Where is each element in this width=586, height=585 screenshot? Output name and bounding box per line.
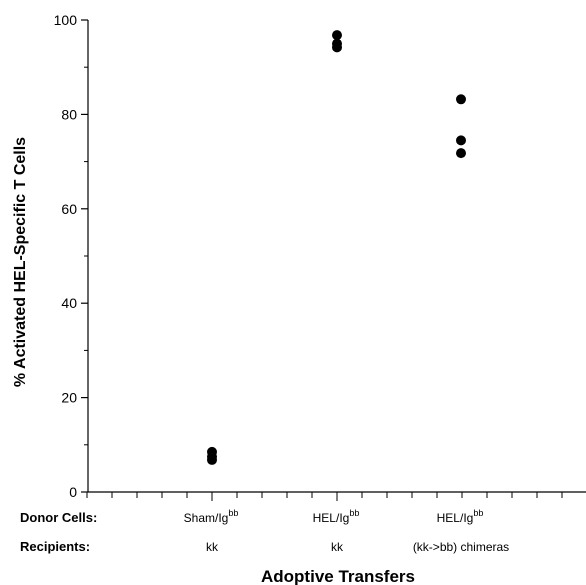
y-axis-title: % Activated HEL-Specific T Cells [12,137,29,387]
recipient-label: kk [206,540,219,554]
data-point [456,94,466,105]
x-axis-title: Adoptive Transfers [261,567,415,585]
y-tick-label: 80 [61,106,77,122]
x-axis [86,491,586,501]
y-axis: 0 20 40 60 80 100 [54,12,89,500]
recipients-row-header: Recipients: [20,539,90,554]
data-point [332,42,342,53]
y-tick-label: 20 [61,390,77,406]
donor-label: HEL/Igbb [313,508,360,525]
donor-label: HEL/Igbb [437,508,484,525]
recipient-label: (kk->bb) chimeras [413,540,509,554]
donor-label: Sham/Igbb [184,508,239,525]
y-tick-label: 100 [54,12,78,28]
data-point [456,148,466,159]
y-tick-label: 40 [61,295,77,311]
category-labels: Sham/Igbb kk HEL/Igbb kk HEL/Igbb (kk->bb) ch… [184,508,510,554]
donor-cells-row-header: Donor Cells: [20,510,97,525]
data-point [207,454,217,465]
recipient-label: kk [331,540,344,554]
y-tick-label: 60 [61,201,77,217]
y-tick-label: 0 [69,484,77,500]
data-points [207,30,466,465]
data-point [456,135,466,146]
data-point [332,30,342,41]
